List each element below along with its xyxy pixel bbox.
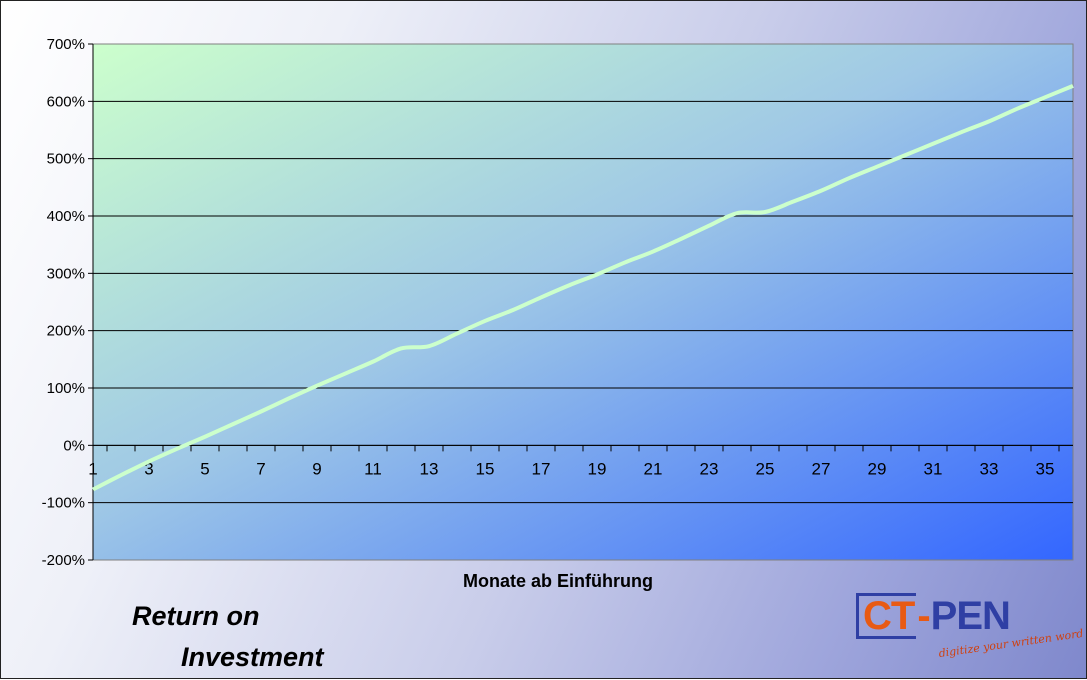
x-tick-label: 19 — [588, 459, 607, 478]
logo-pen: PEN — [930, 593, 1011, 638]
x-tick-label: 9 — [312, 459, 321, 478]
y-tick-label: -200% — [42, 552, 85, 569]
logo-ct: CT — [856, 593, 917, 639]
y-tick-label: 200% — [47, 323, 85, 340]
x-tick-label: 29 — [868, 459, 887, 478]
caption-line-2: Investment — [181, 642, 324, 672]
y-tick-label: 600% — [47, 93, 85, 110]
x-tick-label: 21 — [644, 459, 663, 478]
logo-wordmark: CT - PEN — [856, 593, 1011, 639]
logo-dash: - — [917, 593, 930, 638]
x-axis-title: Monate ab Einführung — [463, 571, 653, 591]
y-tick-label: 400% — [47, 208, 85, 225]
plot-area — [92, 43, 1074, 561]
x-tick-label: 25 — [756, 459, 775, 478]
y-tick-label: 0% — [63, 437, 85, 454]
x-tick-label: 17 — [532, 459, 551, 478]
caption-line-1: Return on — [132, 601, 260, 631]
x-tick-label: 13 — [420, 459, 439, 478]
y-tick-label: 300% — [47, 265, 85, 282]
roi-series-line — [92, 84, 1074, 492]
y-tick-label: 500% — [47, 151, 85, 168]
ct-pen-logo: CT - PEN digitize your written word — [856, 593, 1084, 663]
y-tick-label: 100% — [47, 380, 85, 397]
x-tick-label: 5 — [200, 459, 209, 478]
x-tick-label: 1 — [88, 459, 97, 478]
y-tick-label: -100% — [42, 495, 85, 512]
x-tick-label: 3 — [144, 459, 153, 478]
x-tick-label: 35 — [1036, 459, 1055, 478]
x-tick-label: 33 — [980, 459, 999, 478]
x-tick-label: 27 — [812, 459, 831, 478]
y-tick-label: 700% — [47, 36, 85, 53]
x-tick-label: 15 — [476, 459, 495, 478]
x-tick-label: 11 — [364, 459, 382, 478]
x-tick-label: 31 — [924, 459, 943, 478]
x-tick-label: 23 — [700, 459, 719, 478]
x-tick-label: 7 — [256, 459, 265, 478]
